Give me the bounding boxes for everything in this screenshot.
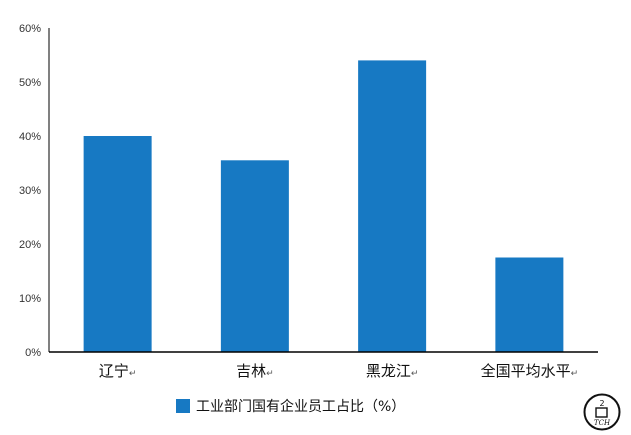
y-tick-label: 40% — [19, 131, 41, 143]
x-tick-label: 全国平均水平↵ — [481, 362, 579, 380]
return-mark: ↵ — [411, 369, 419, 379]
y-tick-label: 20% — [19, 239, 41, 251]
x-tick-label: 辽宁↵ — [99, 362, 137, 380]
bar — [495, 257, 564, 352]
x-tick-label: 吉林↵ — [236, 362, 274, 380]
y-tick-label: 30% — [19, 185, 41, 197]
svg-text:TCH: TCH — [594, 419, 611, 427]
watermark-logo-icon: 2 TCH — [583, 393, 621, 431]
x-tick-label: 黑龙江↵ — [366, 362, 419, 380]
bar — [220, 160, 289, 352]
legend: 工业部门国有企业员工占比（%） — [176, 396, 405, 416]
y-tick-label: 60% — [19, 23, 41, 35]
bar — [83, 136, 152, 352]
svg-text:2: 2 — [599, 399, 604, 408]
bar — [358, 60, 427, 353]
return-mark: ↵ — [266, 369, 274, 379]
y-tick-label: 10% — [19, 293, 41, 305]
return-mark: ↵ — [129, 369, 137, 379]
y-tick-label: 0% — [25, 347, 41, 359]
legend-label: 工业部门国有企业员工占比（%） — [196, 399, 406, 415]
y-tick-label: 50% — [19, 77, 41, 89]
return-mark: ↵ — [571, 369, 579, 379]
legend-swatch — [176, 399, 190, 413]
bars — [83, 60, 564, 353]
y-axis-ticks: 0% 10% 20% 30% 40% 50% 60% — [19, 23, 41, 359]
x-axis-labels: 辽宁↵ 吉林↵ 黑龙江↵ 全国平均水平↵ — [99, 362, 578, 380]
